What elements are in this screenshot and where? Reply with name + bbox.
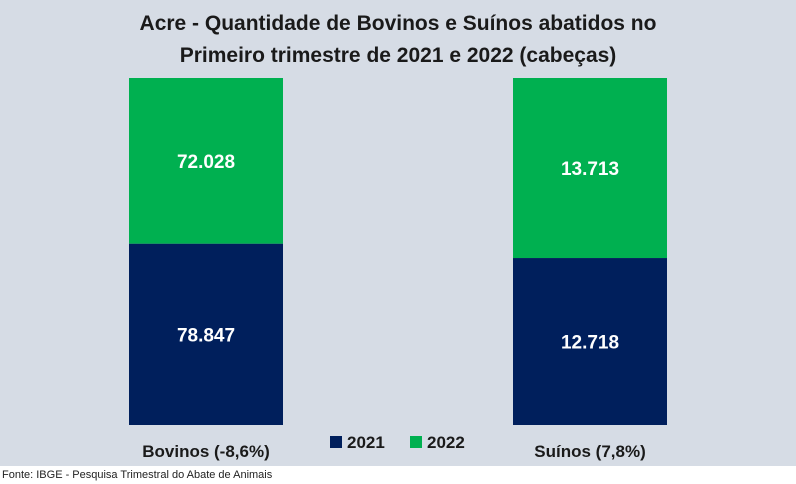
chart-title: Acre - Quantidade de Bovinos e Suínos ab… <box>0 8 796 72</box>
data-label-2021-1: 78.847 <box>177 325 235 346</box>
bar-2021-2 <box>513 258 667 425</box>
category-label-2: Suínos (7,8%) <box>534 442 645 461</box>
legend-label-2022: 2022 <box>427 433 465 452</box>
chart-plot: 78.847 72.028 Bovinos (-8,6%) 12.718 13.713 S… <box>129 78 667 461</box>
chart-panel: Acre - Quantidade de Bovinos e Suínos ab… <box>0 0 796 466</box>
legend-label-2021: 2021 <box>347 433 385 452</box>
legend-swatch-2022 <box>410 436 422 448</box>
data-label-2022-1: 72.028 <box>177 152 235 173</box>
legend-swatch-2021 <box>330 436 342 448</box>
chart-title-line-2: Primeiro trimestre de 2021 e 2022 (cabeç… <box>179 44 617 67</box>
data-label-2022-2: 13.713 <box>561 159 619 180</box>
bar-2021-1 <box>129 243 283 425</box>
category-label-1: Bovinos (-8,6%) <box>142 442 270 461</box>
bar-2022-1 <box>129 78 283 244</box>
chart-title-line-1: Acre - Quantidade de Bovinos e Suínos ab… <box>139 12 657 35</box>
source-note: Fonte: IBGE - Pesquisa Trimestral do Aba… <box>2 469 273 481</box>
bar-2022-2 <box>513 78 667 259</box>
data-label-2021-2: 12.718 <box>561 333 619 354</box>
